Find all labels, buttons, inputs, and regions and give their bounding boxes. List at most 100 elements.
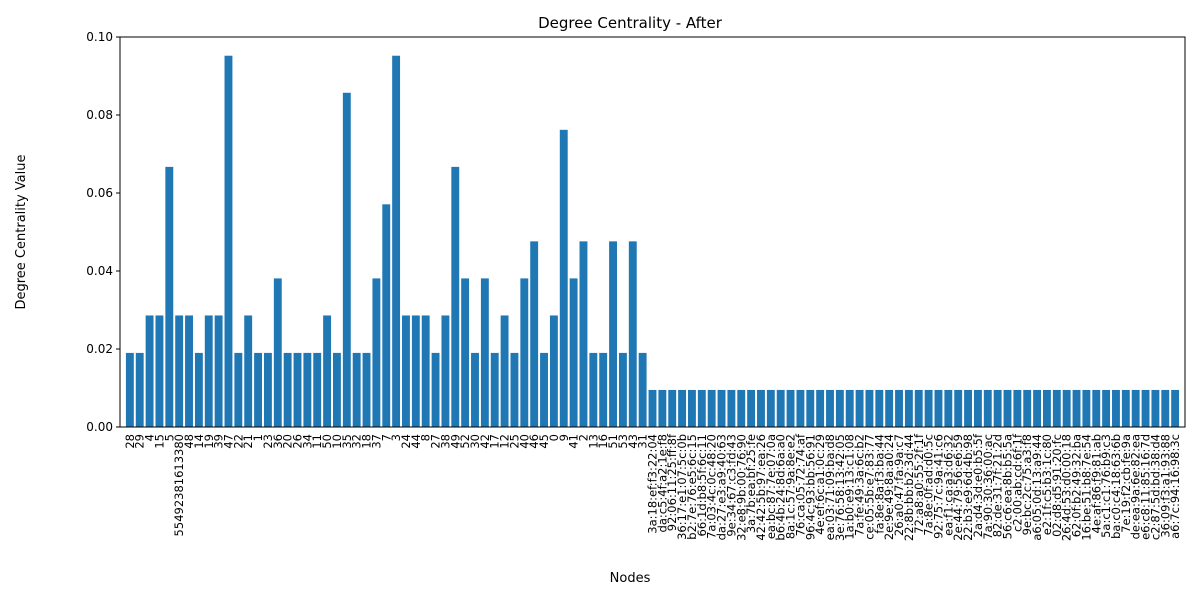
x-tick-label: 26 [291, 434, 305, 449]
bar [904, 389, 913, 427]
x-tick-label: 1 [251, 434, 265, 441]
y-tick-label: 0.04 [86, 264, 113, 278]
x-tick-label: ea:bc:87:7e:07:0a [764, 434, 778, 539]
bar [875, 389, 884, 427]
x-tick-label: 27 [429, 434, 443, 449]
x-tick-label: 18 [360, 434, 374, 449]
bar [727, 389, 736, 427]
chart-title: Degree Centrality - After [538, 14, 723, 32]
x-tick-label: 3 [389, 434, 403, 441]
bar [885, 389, 894, 427]
bar [402, 315, 410, 427]
x-tick-label: 35 [340, 434, 354, 449]
x-tick-label: 19 [202, 434, 216, 449]
x-tick-label: 7a:fe:49:3a:6c:b2 [853, 434, 867, 536]
x-tick-label: 29 [133, 434, 147, 449]
x-tick-label: 11 [310, 434, 324, 449]
bar [185, 315, 193, 427]
x-tick-label: c2:00:ab:cd:6f:1f [1010, 433, 1024, 532]
bar [747, 389, 756, 427]
bar [648, 389, 657, 427]
x-tick-label: 2e:44:79:56:e6:59 [951, 434, 965, 541]
bar [845, 389, 854, 427]
x-tick-label: 42:42:5b:97:ea:26 [754, 434, 768, 541]
bar [372, 278, 381, 427]
bar [175, 315, 184, 427]
bar [569, 278, 578, 427]
bar [165, 166, 174, 427]
x-tick-label: 22:8b:bb:b2:3d:44 [902, 434, 916, 541]
bar [589, 352, 598, 427]
bar [244, 315, 253, 427]
bar [914, 389, 923, 427]
bar [737, 389, 746, 427]
x-tick-label: 36:09:f3:a1:93:88 [1158, 434, 1172, 538]
bar [1141, 389, 1150, 427]
x-tick-label: 22 [231, 434, 245, 449]
x-tick-label: 4e:ef:6c:a1:0c:29 [813, 434, 827, 535]
x-tick-label: 82:de:31:7f:21:2d [991, 434, 1005, 537]
x-tick-label: 22:b3:e9:6d:4b:98 [961, 434, 975, 541]
bar [618, 352, 627, 427]
x-tick-label: 28 [123, 434, 137, 449]
bar [766, 389, 775, 427]
x-tick-label: 40 [517, 434, 531, 449]
x-axis-label: Nodes [610, 571, 651, 586]
x-tick-label: 76:ca:05:72:74:af [793, 433, 807, 536]
bar [194, 352, 203, 427]
bar [510, 352, 519, 427]
x-tick-label: 96:4c:93:bb:56:91 [803, 434, 817, 540]
x-tick-label: 8 [419, 434, 433, 441]
x-tick-label: 31 [636, 434, 650, 449]
bar [934, 389, 943, 427]
bar [599, 352, 608, 427]
bar [678, 389, 687, 427]
bar [273, 278, 282, 427]
bar [451, 166, 460, 427]
bar [1151, 389, 1160, 427]
x-tick-label: 38 [438, 434, 452, 449]
x-tick-label: 41 [567, 434, 581, 449]
x-tick-label: a6:05:0d:13:a9:44 [1030, 434, 1044, 541]
x-tick-label: 5a:c1:c1:76:b9:c3 [1099, 434, 1113, 538]
x-tick-label: da:c5:4f:a2:1e:f8 [655, 434, 669, 532]
bar [352, 352, 361, 427]
bar [549, 315, 558, 427]
x-tick-label: 7e:19:f2:cb:fe:9a [1119, 434, 1133, 533]
bar [125, 352, 134, 427]
x-tick-label: 20 [281, 434, 295, 449]
bar [816, 389, 825, 427]
bar [362, 352, 371, 427]
x-tick-label: 92:06:11:25:ff:8f [665, 433, 679, 531]
x-tick-label: da:27:e3:a9:40:63 [715, 434, 729, 540]
bar [342, 92, 351, 428]
bar [973, 389, 982, 427]
x-tick-label: 52 [458, 434, 472, 449]
x-tick-label: 34 [300, 434, 314, 449]
x-tick-label: 8a:1c:57:9a:8e:e2 [784, 434, 798, 539]
bar [1043, 389, 1051, 427]
x-tick-label: 12 [498, 434, 512, 449]
y-axis-label: Degree Centrality Value [14, 154, 29, 309]
x-tick-label: 50 [320, 434, 334, 449]
bar [964, 389, 972, 427]
bar [835, 389, 844, 427]
plot-frame [119, 36, 1186, 428]
bar [431, 352, 440, 427]
bar [234, 352, 243, 427]
bar [283, 352, 292, 427]
x-tick-label: c2:87:5d:bd:38:d4 [1148, 434, 1162, 540]
bar [313, 352, 322, 427]
bar [993, 389, 1002, 427]
x-tick-label: 55492381613380 [172, 434, 186, 536]
x-tick-label: 17 [488, 434, 502, 449]
bar [1013, 389, 1022, 427]
bar [757, 389, 765, 427]
x-tick-label: 39 [212, 434, 226, 449]
bar [1003, 389, 1012, 427]
x-tick-label: 13 [586, 434, 600, 449]
x-tick-label: 51 [606, 434, 620, 449]
bar [1171, 389, 1180, 427]
x-tick-label: 30 [468, 434, 482, 449]
